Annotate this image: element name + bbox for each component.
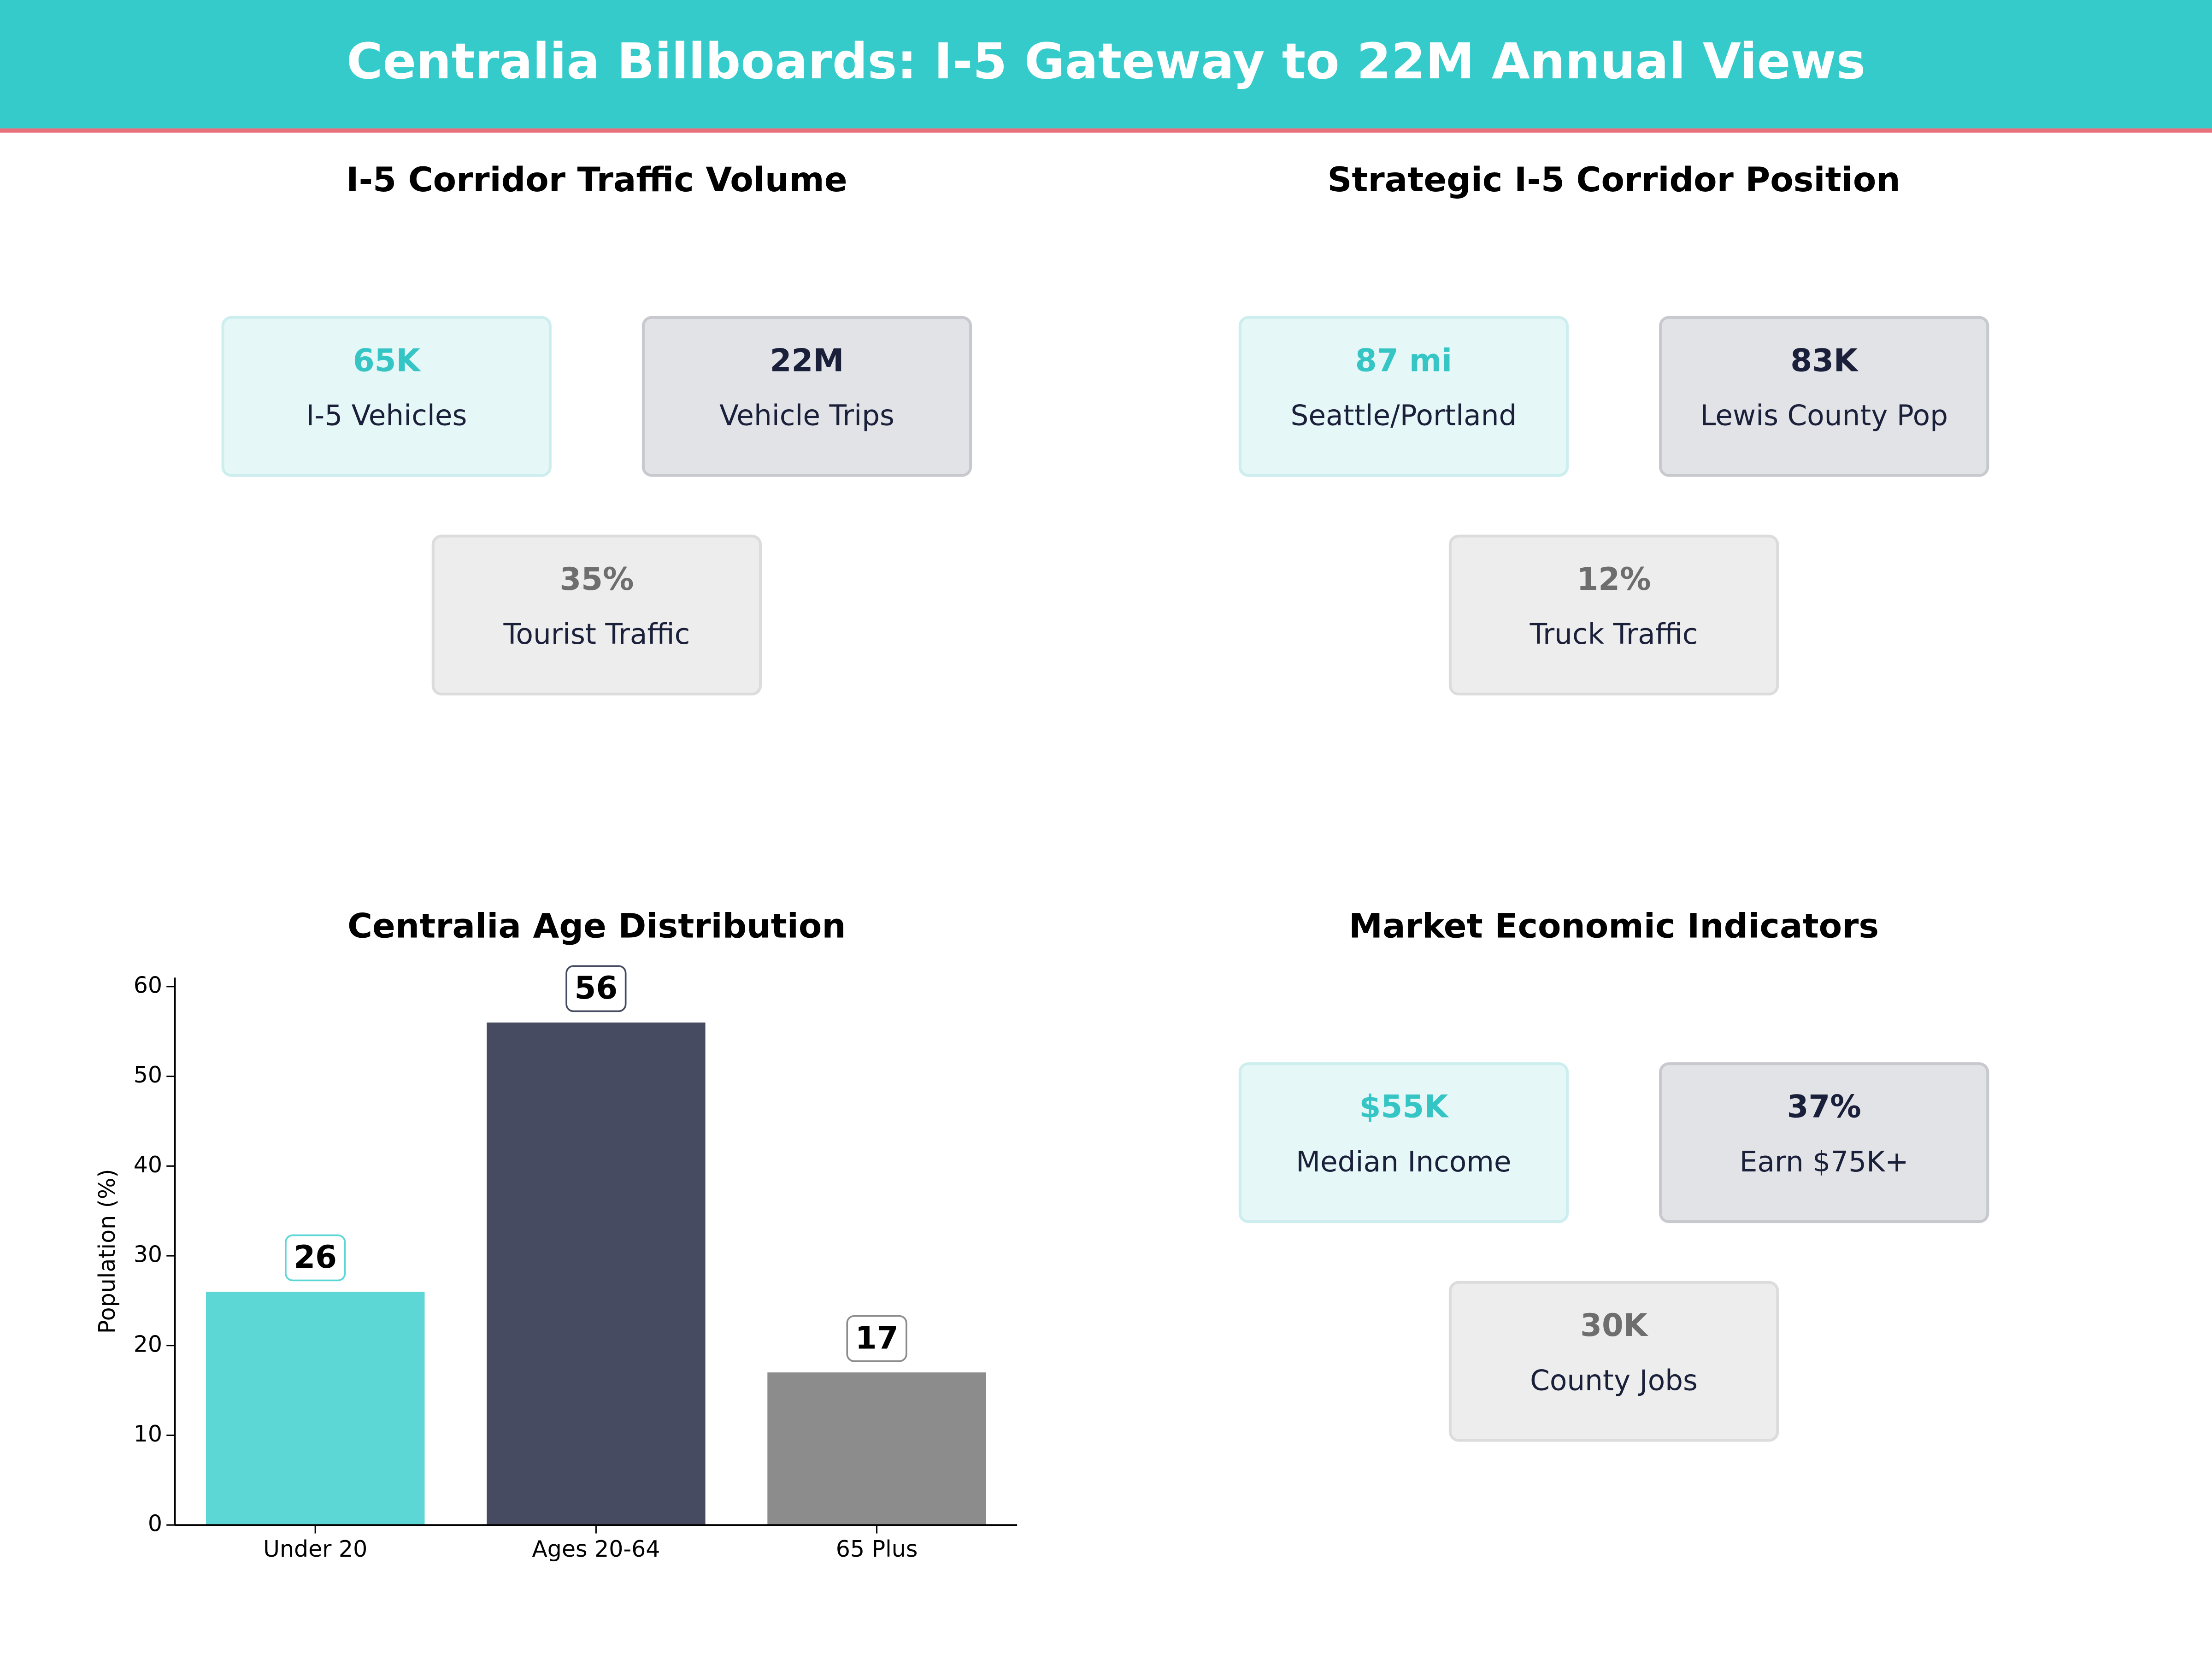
card-label: I-5 Vehicles bbox=[306, 400, 467, 432]
card-value: 65K bbox=[353, 342, 422, 378]
card-label: Earn $75K+ bbox=[1740, 1146, 1909, 1178]
header-rule bbox=[0, 128, 2212, 133]
panel-title: I-5 Corridor Traffic Volume bbox=[346, 160, 847, 200]
card bbox=[1448, 1281, 1779, 1442]
card bbox=[1659, 1062, 1989, 1224]
value-label: 56 bbox=[575, 970, 618, 1006]
x-tick-label: 65 Plus bbox=[836, 1536, 918, 1562]
card-label: Lewis County Pop bbox=[1700, 400, 1948, 432]
y-tick-label: 0 bbox=[148, 1511, 162, 1537]
y-tick-label: 30 bbox=[134, 1241, 162, 1268]
card-value: 12% bbox=[1577, 561, 1651, 597]
card-value: 83K bbox=[1790, 342, 1859, 378]
card-label: County Jobs bbox=[1530, 1365, 1698, 1397]
y-tick-label: 50 bbox=[134, 1062, 162, 1088]
bar-chart: Centralia Age Distribution Population (%)… bbox=[94, 906, 1018, 1562]
value-label: 17 bbox=[855, 1319, 899, 1356]
x-tick-label: Ages 20-64 bbox=[532, 1536, 660, 1562]
value-label: 26 bbox=[294, 1239, 337, 1275]
value-label-box bbox=[565, 965, 627, 1012]
card bbox=[1448, 535, 1779, 696]
bar bbox=[767, 1372, 986, 1525]
bar bbox=[487, 1022, 706, 1525]
card-value: 35% bbox=[559, 561, 634, 597]
card bbox=[221, 316, 552, 477]
y-axis-label: Population (%) bbox=[94, 1169, 120, 1334]
panel-title: Market Economic Indicators bbox=[1349, 906, 1879, 946]
card-label: Seattle/Portland bbox=[1290, 400, 1517, 432]
y-tick-label: 60 bbox=[134, 972, 162, 998]
bar bbox=[206, 1291, 425, 1525]
card bbox=[1238, 1062, 1569, 1224]
card-value: $55K bbox=[1359, 1088, 1450, 1125]
y-tick-label: 20 bbox=[134, 1331, 162, 1357]
value-label-box bbox=[846, 1315, 907, 1362]
card-value: 87 mi bbox=[1355, 342, 1452, 378]
header-bar bbox=[0, 0, 2212, 129]
card bbox=[431, 535, 762, 696]
page-title: Centralia Billboards: I-5 Gateway to 22M… bbox=[347, 33, 1865, 90]
card-value: 30K bbox=[1580, 1307, 1649, 1343]
card bbox=[641, 316, 972, 477]
card-label: Vehicle Trips bbox=[719, 400, 894, 432]
card-value: 37% bbox=[1787, 1088, 1861, 1125]
y-tick-label: 10 bbox=[134, 1421, 162, 1447]
cards: I-5 Corridor Traffic Volume 65K I-5 Vehicl… bbox=[221, 160, 1989, 1442]
y-tick-label: 40 bbox=[134, 1152, 162, 1178]
x-tick-label: Under 20 bbox=[263, 1536, 367, 1562]
card-value: 22M bbox=[770, 342, 844, 378]
value-label-box bbox=[285, 1234, 346, 1282]
card-label: Tourist Traffic bbox=[503, 618, 690, 651]
panel-title: Strategic I-5 Corridor Position bbox=[1327, 160, 1900, 200]
card bbox=[1238, 316, 1569, 477]
card-label: Median Income bbox=[1296, 1146, 1511, 1178]
card-label: Truck Traffic bbox=[1530, 618, 1698, 651]
chart-title: Centralia Age Distribution bbox=[347, 906, 846, 946]
card bbox=[1659, 316, 1989, 477]
